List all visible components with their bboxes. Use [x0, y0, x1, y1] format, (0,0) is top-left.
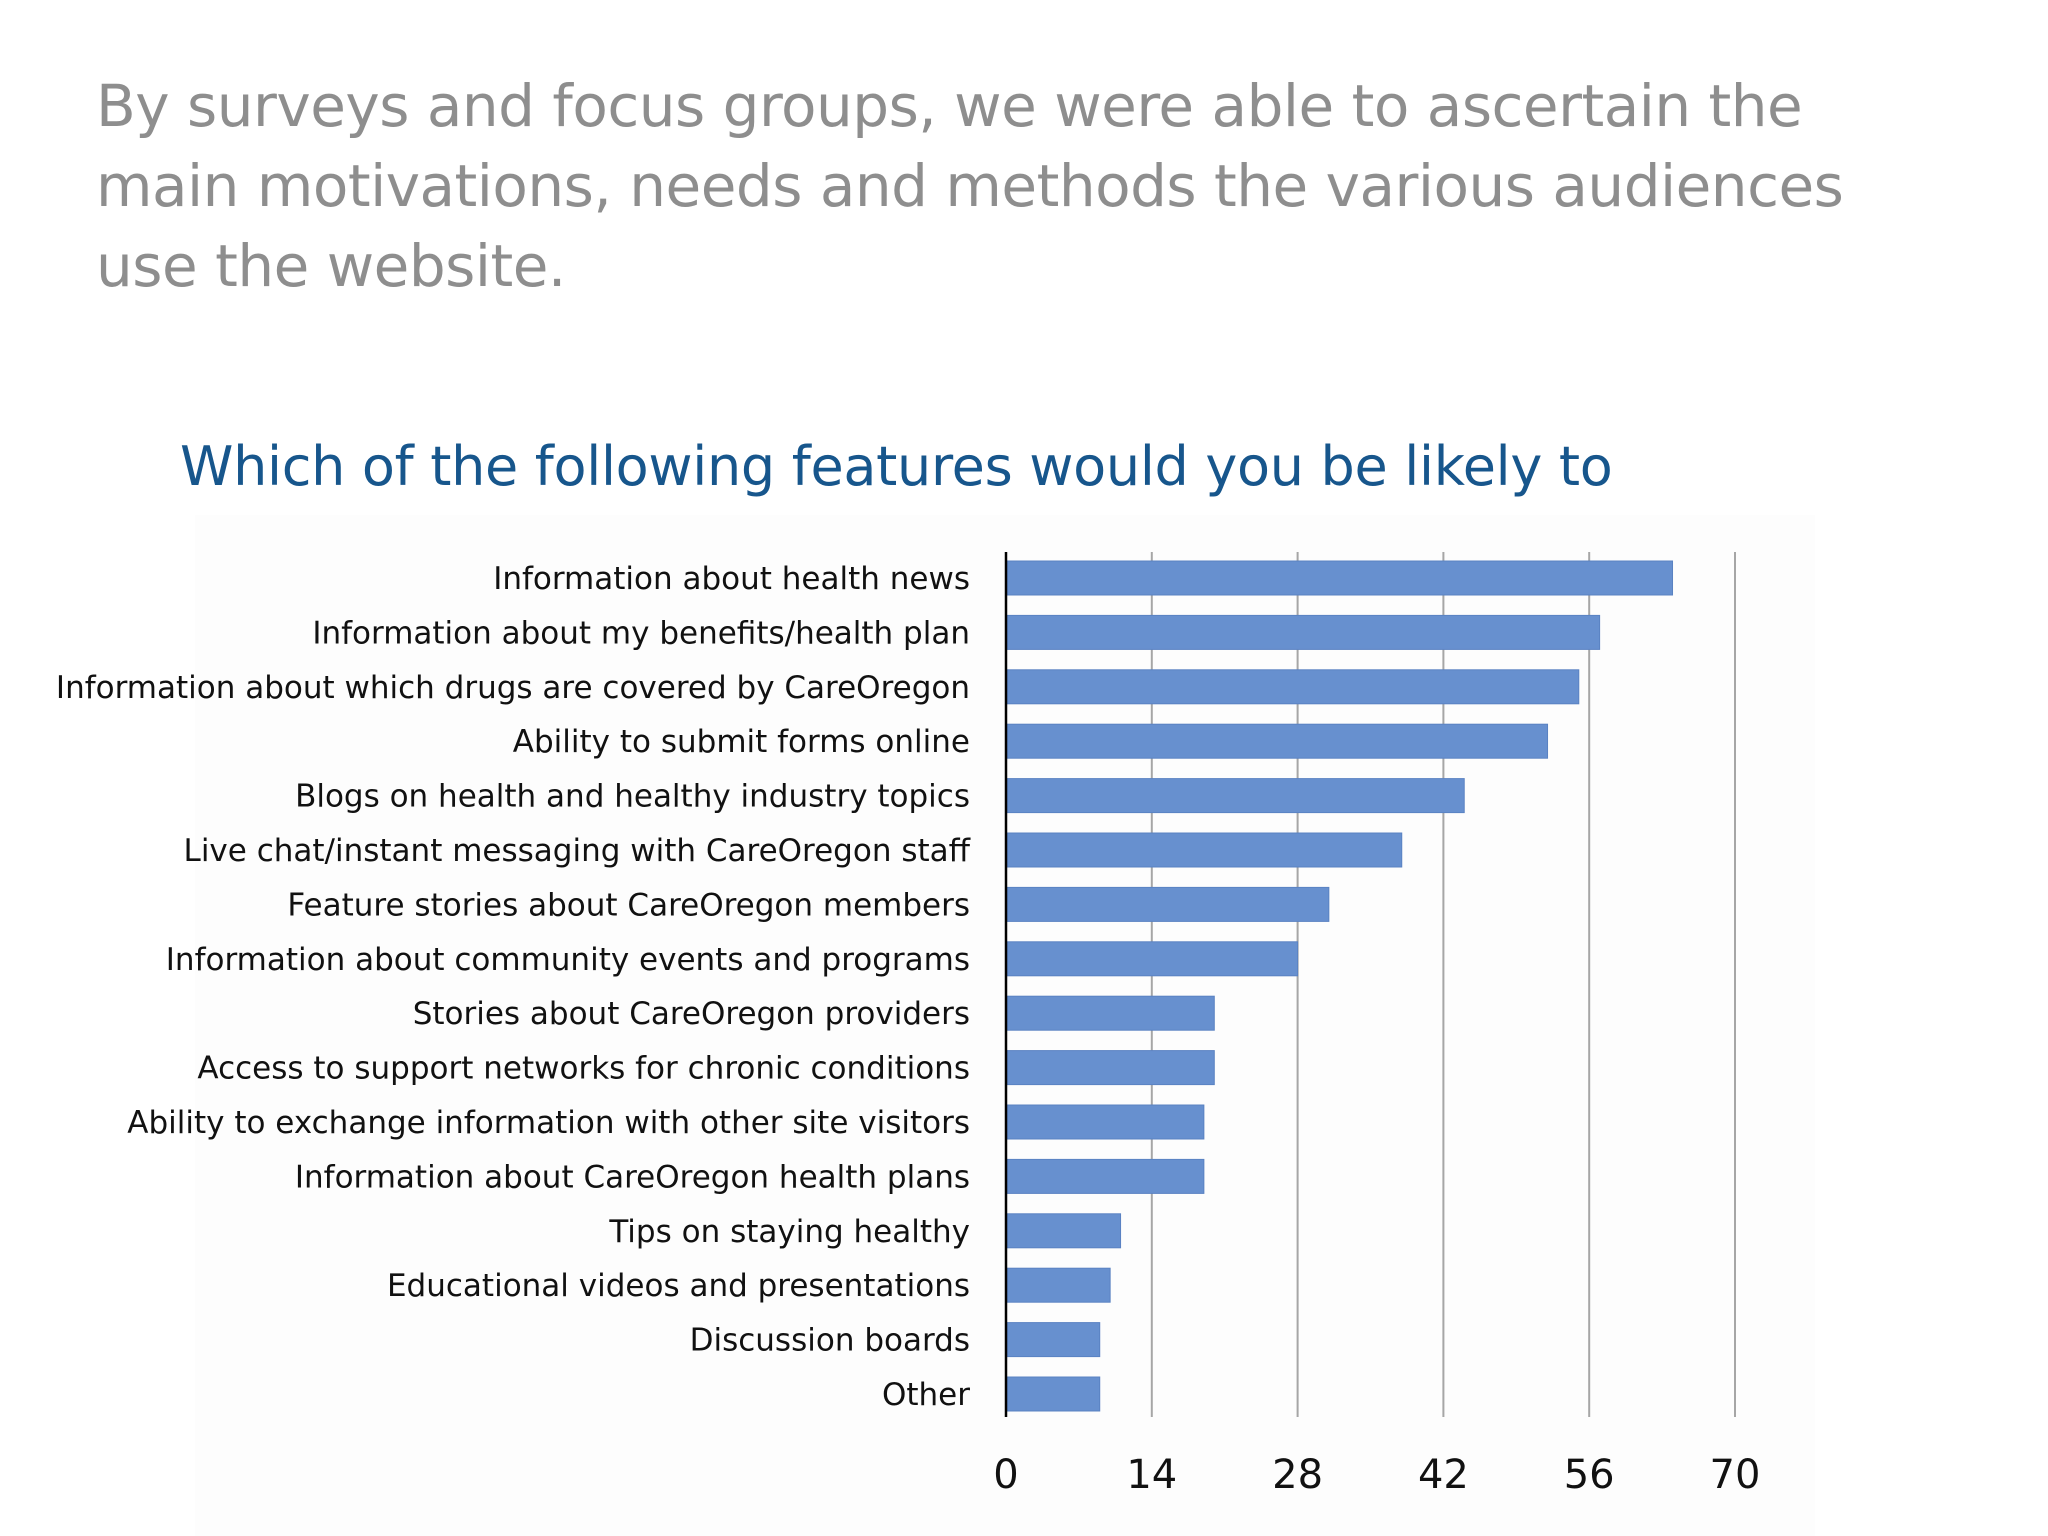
category-label-5: Blogs on health and healthy industry top… [295, 779, 970, 815]
bar-13 [1006, 1213, 1122, 1249]
bar-11 [1006, 1104, 1205, 1140]
category-label-16: Other [882, 1377, 970, 1413]
bar-10 [1006, 1050, 1215, 1086]
category-label-3: Information about which drugs are covere… [56, 670, 970, 706]
category-label-12: Information about CareOregon health plan… [295, 1159, 970, 1195]
category-label-7: Feature stories about CareOregon members [287, 887, 970, 923]
chart-title: Which of the following features would yo… [180, 435, 1613, 498]
category-label-11: Ability to exchange information with oth… [127, 1105, 970, 1141]
bar-1 [1006, 560, 1674, 596]
x-tick-label-28: 28 [1272, 1452, 1323, 1498]
category-label-13: Tips on staying healthy [608, 1214, 970, 1250]
category-label-10: Access to support networks for chronic c… [197, 1051, 970, 1087]
bar-3 [1006, 669, 1580, 705]
bar-14 [1006, 1267, 1111, 1303]
category-label-15: Discussion boards [690, 1323, 970, 1359]
x-tick-label-70: 70 [1710, 1452, 1761, 1498]
bar-6 [1006, 832, 1403, 868]
bar-7 [1006, 886, 1330, 922]
bar-15 [1006, 1322, 1101, 1358]
bar-12 [1006, 1158, 1205, 1194]
bar-16 [1006, 1376, 1101, 1412]
bar-9 [1006, 995, 1215, 1031]
tick-labels: 0 14 28 42 56 70 [993, 1452, 1760, 1498]
category-label-6: Live chat/instant messaging with CareOre… [184, 833, 971, 869]
x-tick-label-42: 42 [1418, 1452, 1469, 1498]
bar-5 [1006, 778, 1465, 814]
x-tick-label-14: 14 [1126, 1452, 1177, 1498]
category-label-9: Stories about CareOregon providers [413, 996, 970, 1032]
category-label-14: Educational videos and presentations [387, 1268, 970, 1304]
bar-8 [1006, 941, 1299, 977]
x-tick-label-56: 56 [1564, 1452, 1615, 1498]
category-label-2: Information about my benefits/health pla… [312, 615, 970, 651]
x-tick-label-0: 0 [993, 1452, 1018, 1498]
category-label-4: Ability to submit forms online [513, 724, 970, 760]
category-labels: Information about health news Information… [56, 561, 971, 1413]
slide-heading: By surveys and focus groups, we were abl… [96, 72, 1844, 300]
category-label-1: Information about health news [493, 561, 970, 597]
bars [1006, 560, 1674, 1412]
category-label-8: Information about community events and p… [166, 942, 970, 978]
bar-4 [1006, 723, 1549, 759]
bar-2 [1006, 614, 1601, 650]
